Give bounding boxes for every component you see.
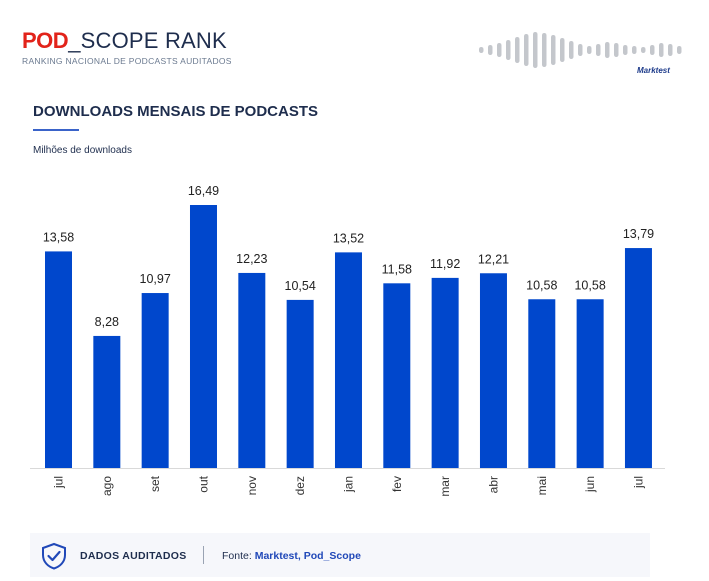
data-label: 13,52 (333, 231, 364, 245)
data-label: 13,58 (43, 230, 74, 244)
brand-scope-rank: _SCOPE RANK (68, 28, 227, 53)
x-tick-label: mar (438, 476, 452, 497)
bar-mai (528, 299, 556, 468)
x-tick-label: jul (631, 476, 645, 489)
wave-bar (506, 40, 511, 60)
bar-set (141, 293, 169, 468)
data-label: 10,97 (140, 272, 171, 286)
wave-bar (533, 32, 538, 68)
source-names: Marktest, Pod_Scope (254, 550, 361, 562)
bar-jul (624, 248, 652, 468)
data-label: 8,28 (95, 315, 119, 329)
wave-bar (677, 46, 682, 54)
footer-divider (203, 546, 204, 564)
wave-bar (479, 47, 484, 53)
data-label: 11,58 (382, 262, 412, 276)
x-tick-label: jun (583, 476, 597, 493)
x-tick-label: set (148, 475, 162, 492)
wave-bar (551, 35, 556, 65)
wave-bar (614, 43, 619, 57)
shield-check-icon (42, 542, 66, 570)
wave-bar (623, 45, 628, 55)
wave-bar (524, 34, 529, 66)
data-label: 10,58 (574, 278, 605, 292)
wave-bar (497, 43, 502, 57)
podscope-logo: POD_SCOPE RANK (22, 28, 227, 54)
data-label: 10,58 (526, 278, 557, 292)
bar-fev (383, 283, 411, 468)
wave-bar (641, 47, 646, 53)
bar-jun (576, 299, 604, 468)
x-tick-label: jan (341, 476, 355, 493)
source-text: Fonte: Marktest, Pod_Scope (222, 550, 361, 562)
wave-bar (569, 41, 574, 59)
bar-jul (45, 251, 72, 468)
wave-bar (560, 38, 565, 62)
wave-bar (659, 43, 664, 57)
audit-label: DADOS AUDITADOS (80, 550, 187, 562)
x-tick-label: ago (100, 476, 114, 496)
wave-bar (542, 33, 547, 67)
x-tick-label: fev (390, 476, 404, 492)
bar-out (189, 205, 217, 468)
marktest-logo: Marktest (477, 20, 692, 80)
wave-bar (650, 45, 655, 55)
data-label: 12,21 (478, 252, 509, 266)
wave-bar (515, 37, 520, 63)
x-tick-label: jul (52, 476, 66, 489)
data-label: 13,79 (623, 227, 654, 241)
title-underline (33, 129, 79, 131)
wave-bar (605, 42, 610, 58)
footer: DADOS AUDITADOS Fonte: Marktest, Pod_Sco… (30, 533, 650, 577)
wave-bar (587, 46, 592, 54)
brand-pod: POD (22, 28, 69, 53)
bar-mar (431, 277, 459, 468)
x-tick-label: abr (486, 476, 500, 493)
data-label: 10,54 (285, 279, 316, 293)
data-label: 16,49 (188, 184, 219, 198)
unit-label: Milhões de downloads (33, 145, 132, 156)
data-label: 12,23 (236, 252, 267, 266)
chart-title: DOWNLOADS MENSAIS DE PODCASTS (33, 103, 319, 120)
bar-dez (286, 299, 314, 468)
x-tick-label: out (196, 475, 210, 492)
wave-bar (596, 44, 601, 56)
bar-abr (479, 273, 507, 468)
x-tick-label: nov (245, 476, 259, 495)
wave-bar (632, 46, 637, 54)
marktest-label: Marktest (637, 66, 670, 75)
wave-bar (668, 44, 673, 56)
bar-jan (334, 252, 362, 468)
data-label: 11,92 (430, 257, 460, 271)
bar-ago (93, 335, 121, 468)
source-prefix: Fonte: (222, 550, 252, 562)
tagline: RANKING NACIONAL DE PODCASTS AUDITADOS (22, 56, 232, 66)
wave-bar (488, 45, 493, 55)
bar-nov (238, 272, 266, 468)
waveform-icon (479, 32, 682, 68)
header: POD_SCOPE RANK RANKING NACIONAL DE PODCA… (22, 28, 692, 78)
x-tick-label: mai (535, 476, 549, 495)
wave-bar (578, 44, 583, 56)
bar-chart: 13,58 jul 8,28 ago 10,97 set 16,49 out 12,23 nov 1… (30, 184, 665, 497)
x-tick-label: dez (293, 476, 307, 495)
